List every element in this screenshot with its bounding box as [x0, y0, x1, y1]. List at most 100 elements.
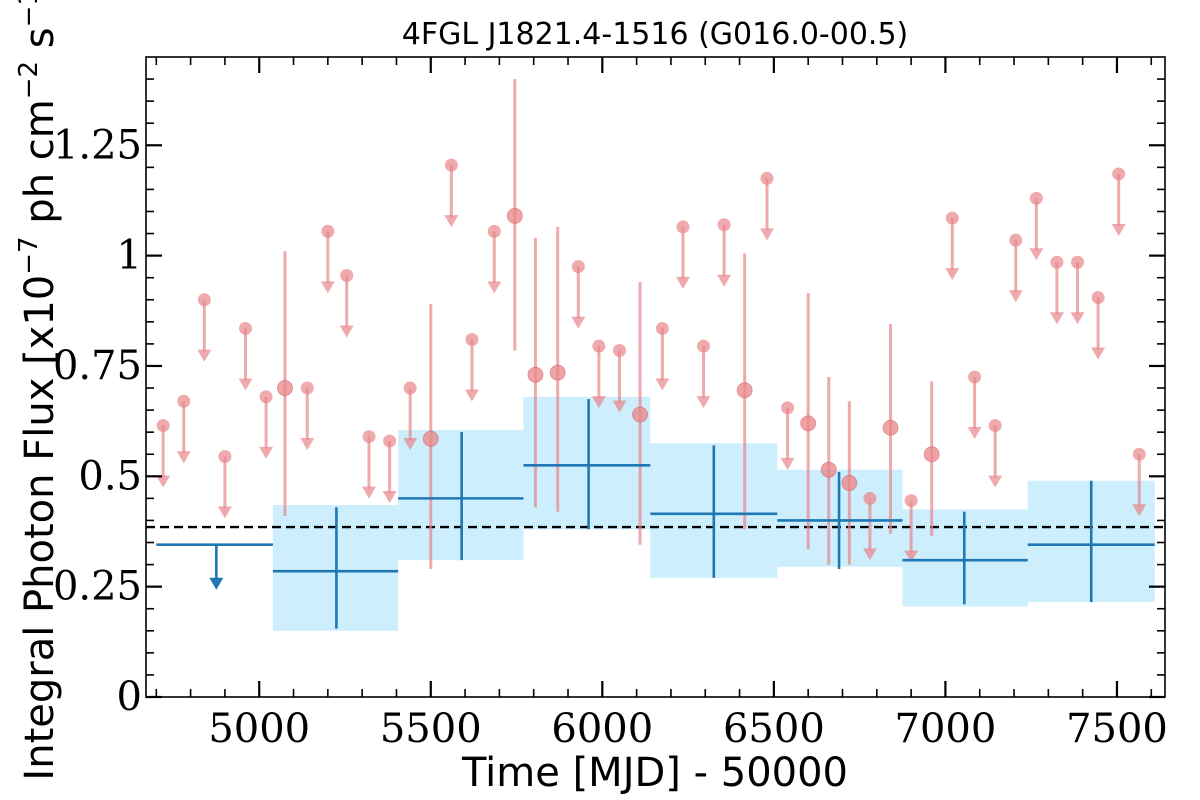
upper-limit-point	[197, 293, 211, 307]
upper-limit-point	[1009, 233, 1023, 247]
x-tick-label: 7500	[1066, 706, 1168, 752]
plot-frame	[145, 56, 1166, 698]
upper-limit-arrow-head	[1029, 248, 1044, 261]
y-tick-label: 0.5	[78, 453, 142, 499]
upper-limit-point	[781, 401, 795, 415]
detection-point	[736, 382, 753, 399]
upper-limit-point	[340, 268, 354, 282]
upper-limit-point	[655, 321, 669, 335]
upper-limit-arrow-head	[904, 550, 919, 563]
upper-limit-arrow-head	[238, 378, 253, 391]
upper-limit-arrow-head	[696, 396, 711, 409]
upper-limit-point	[676, 220, 690, 234]
x-tick-labels: 5000 5500 6000 6500 7000 7500	[208, 706, 1168, 752]
upper-limit-point	[259, 390, 273, 404]
upper-limit-point	[697, 339, 711, 353]
upper-limit-arrow-head	[780, 457, 795, 470]
upper-limit-point	[1132, 447, 1146, 461]
upper-limit-arrow-head	[675, 276, 690, 289]
x-tick-label: 6500	[723, 706, 825, 752]
upper-limit-arrow-head	[487, 281, 502, 294]
detection-point	[882, 419, 899, 436]
upper-limit-point	[403, 381, 417, 395]
upper-limit-arrow-head	[571, 316, 586, 329]
upper-limit-point	[321, 224, 335, 238]
upper-limit-arrow-head	[176, 451, 191, 464]
upper-limit-arrow-head	[717, 274, 732, 287]
upper-limit-point	[383, 434, 397, 448]
y-tick-label: 1	[117, 233, 142, 279]
upper-limit-point	[156, 419, 170, 433]
upper-limit-arrow-head	[444, 215, 459, 228]
detection-point	[800, 415, 817, 432]
y-axis-label: Integral Photon Flux [x10−7 ph cm−2 s−1]	[14, 0, 63, 781]
upper-limit-arrow-head	[156, 475, 171, 488]
upper-limit-point	[1112, 167, 1126, 181]
axis-ticks	[146, 57, 1165, 699]
upper-limit-point	[177, 394, 191, 408]
upper-limit-arrow-head	[217, 506, 232, 519]
upper-limit-arrow-head	[382, 491, 397, 503]
y-tick-label: 0.25	[53, 564, 142, 610]
upper-limit-arrow-head	[945, 268, 960, 281]
upper-limit-point	[571, 260, 585, 274]
detection-point	[841, 474, 858, 491]
upper-limit-point	[238, 321, 252, 335]
chart-title: 4FGL J1821.4-1516 (G016.0-00.5)	[402, 17, 909, 52]
upper-limit-point	[863, 491, 877, 505]
x-tick-label: 5000	[208, 706, 310, 752]
upper-limit-point	[218, 449, 232, 463]
upper-limit-point	[362, 430, 376, 444]
upper-limit-arrow-head	[259, 446, 274, 459]
upper-limit-point	[487, 224, 501, 238]
detection-point	[422, 430, 439, 447]
upper-limit-arrow-head	[1111, 223, 1126, 236]
upper-limit-point	[1050, 255, 1064, 269]
upper-limit-point	[1091, 291, 1105, 305]
upper-limit-arrow-head	[862, 548, 877, 561]
upper-limit-arrow-head	[1132, 504, 1147, 517]
upper-limit-point	[904, 494, 918, 508]
upper-limit-arrow-head	[1008, 290, 1023, 303]
upper-limit-arrow-head	[339, 325, 354, 338]
upper-limit-arrow-head	[1070, 312, 1085, 325]
x-axis-label: Time [MJD] - 50000	[461, 750, 848, 796]
upper-limit-point	[1029, 191, 1043, 205]
y-tick-labels: 0 0.25 0.5 0.75 1 1.25	[53, 122, 142, 720]
long-bin-series	[156, 399, 1155, 629]
upper-limit-point	[300, 381, 314, 395]
upper-limit-point	[968, 370, 982, 384]
y-tick-label: 0.75	[53, 343, 142, 389]
long-bin-upper-limit-head	[209, 577, 224, 590]
upper-limit-arrow-head	[320, 281, 335, 294]
upper-limit-point	[945, 211, 959, 225]
upper-limit-arrow-head	[988, 475, 1003, 488]
upper-limit-arrow-head	[1091, 347, 1106, 360]
detection-point	[923, 446, 940, 463]
upper-limit-arrow-head	[612, 400, 627, 413]
detection-point	[632, 406, 649, 423]
y-tick-label: 0	[117, 674, 142, 720]
upper-limit-arrow-head	[403, 438, 418, 451]
upper-limit-point	[444, 158, 458, 172]
x-tick-label: 6000	[551, 706, 653, 752]
upper-limit-point	[612, 344, 626, 358]
upper-limit-arrow-head	[967, 427, 982, 439]
short-bin-series	[156, 79, 1147, 569]
upper-limit-arrow-head	[1049, 312, 1064, 325]
upper-limit-arrow-head	[300, 438, 315, 451]
y-tick-label: 1.25	[53, 122, 142, 168]
detection-point	[276, 380, 293, 397]
upper-limit-point	[592, 339, 606, 353]
upper-limit-point	[465, 332, 479, 346]
upper-limit-point	[1071, 255, 1085, 269]
upper-limit-arrow-head	[591, 396, 606, 409]
upper-limit-point	[988, 419, 1002, 433]
detection-point	[820, 461, 837, 478]
long-bin-band	[523, 396, 651, 530]
upper-limit-arrow-head	[760, 228, 775, 241]
upper-limit-arrow-head	[362, 486, 377, 499]
upper-limit-arrow-head	[197, 349, 212, 362]
x-tick-label: 7000	[895, 706, 997, 752]
